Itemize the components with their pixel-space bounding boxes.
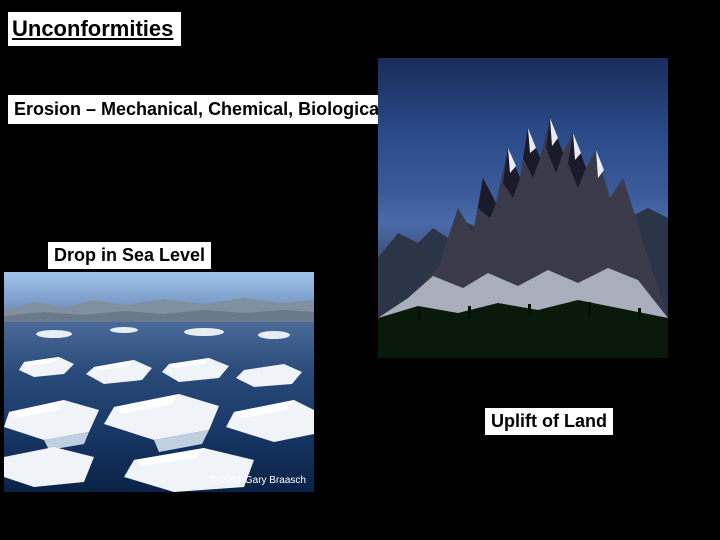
mountain-image [378, 58, 668, 358]
uplift-label: Uplift of Land [485, 408, 613, 435]
tree [468, 306, 471, 318]
tree [638, 308, 641, 320]
ice-floe [258, 331, 290, 339]
tree [528, 304, 531, 316]
tree [588, 302, 591, 316]
ice-floe [110, 327, 138, 333]
sea-copyright: © 2001 Gary Braasch [210, 475, 306, 486]
erosion-label: Erosion – Mechanical, Chemical, Biologic… [8, 95, 390, 124]
sea-ice-image: © 2001 Gary Braasch [4, 272, 314, 492]
slide-title: Unconformities [8, 12, 181, 46]
ice-floe [36, 330, 72, 338]
tree [418, 310, 421, 320]
ice-floe [184, 328, 224, 336]
drop-sea-level-label: Drop in Sea Level [48, 242, 211, 269]
